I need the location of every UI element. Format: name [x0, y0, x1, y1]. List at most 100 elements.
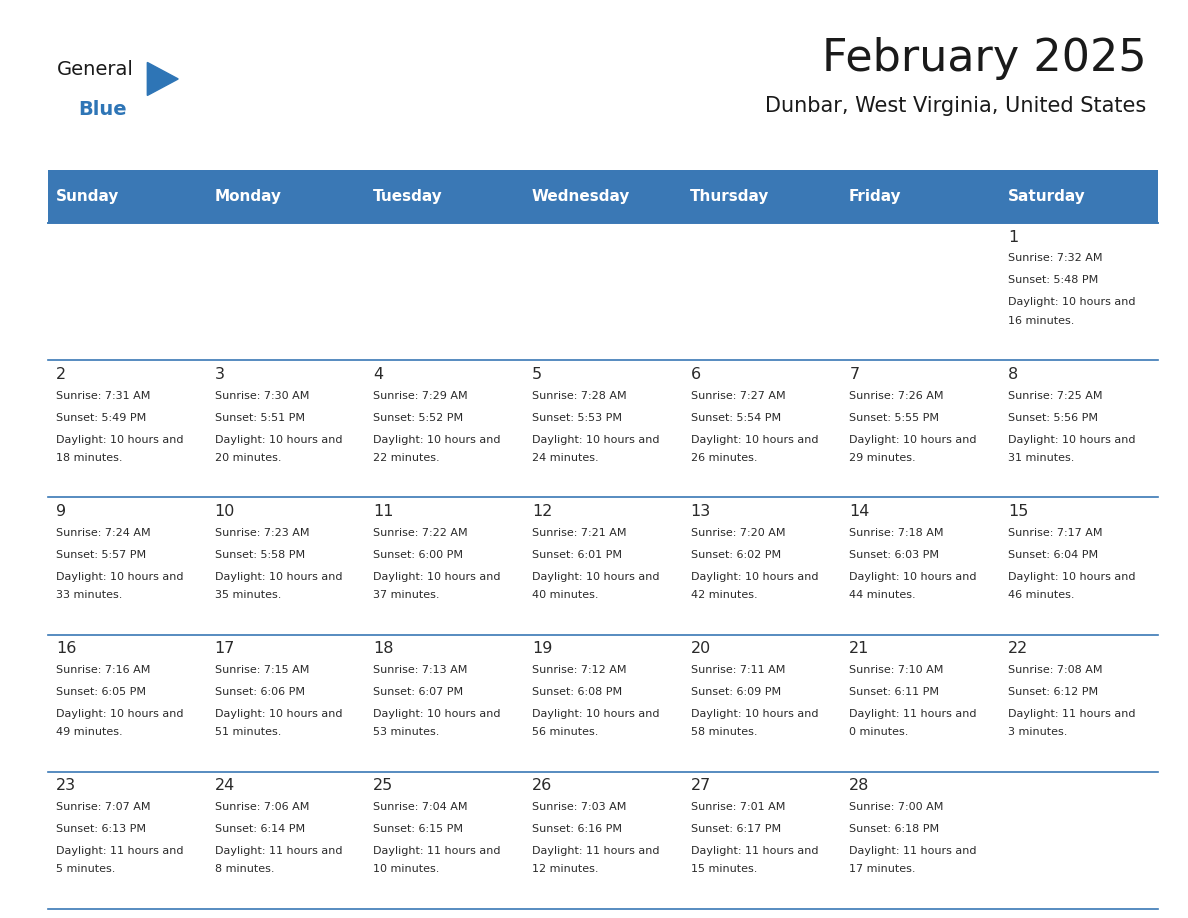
- Text: Friday: Friday: [849, 189, 902, 204]
- Text: Daylight: 10 hours and: Daylight: 10 hours and: [56, 434, 183, 444]
- Text: 16: 16: [56, 641, 76, 656]
- FancyBboxPatch shape: [841, 360, 999, 498]
- Text: Sunset: 5:57 PM: Sunset: 5:57 PM: [56, 550, 146, 560]
- Text: Sunrise: 7:13 AM: Sunrise: 7:13 AM: [373, 665, 468, 675]
- Text: Sunrise: 7:00 AM: Sunrise: 7:00 AM: [849, 802, 943, 812]
- Text: 44 minutes.: 44 minutes.: [849, 590, 916, 600]
- Text: Sunset: 5:53 PM: Sunset: 5:53 PM: [532, 412, 621, 422]
- FancyBboxPatch shape: [841, 772, 999, 909]
- Text: Sunrise: 7:26 AM: Sunrise: 7:26 AM: [849, 390, 943, 400]
- Text: Sunset: 6:06 PM: Sunset: 6:06 PM: [215, 687, 304, 697]
- Text: 13: 13: [690, 504, 710, 519]
- Text: 18: 18: [373, 641, 393, 656]
- FancyBboxPatch shape: [524, 772, 682, 909]
- Text: Sunset: 6:05 PM: Sunset: 6:05 PM: [56, 687, 146, 697]
- Text: Sunset: 6:14 PM: Sunset: 6:14 PM: [215, 824, 304, 834]
- Text: Sunrise: 7:01 AM: Sunrise: 7:01 AM: [690, 802, 785, 812]
- Text: 22 minutes.: 22 minutes.: [373, 453, 440, 463]
- Text: Sunrise: 7:06 AM: Sunrise: 7:06 AM: [215, 802, 309, 812]
- FancyBboxPatch shape: [682, 360, 841, 498]
- Text: Daylight: 10 hours and: Daylight: 10 hours and: [215, 434, 342, 444]
- Text: Sunset: 6:13 PM: Sunset: 6:13 PM: [56, 824, 146, 834]
- FancyBboxPatch shape: [999, 772, 1158, 909]
- Text: Sunset: 5:55 PM: Sunset: 5:55 PM: [849, 412, 940, 422]
- Text: Sunset: 6:16 PM: Sunset: 6:16 PM: [532, 824, 621, 834]
- Text: Sunrise: 7:27 AM: Sunrise: 7:27 AM: [690, 390, 785, 400]
- FancyBboxPatch shape: [365, 498, 524, 634]
- FancyBboxPatch shape: [365, 772, 524, 909]
- FancyBboxPatch shape: [524, 223, 682, 360]
- FancyBboxPatch shape: [48, 634, 207, 772]
- Text: Sunset: 6:07 PM: Sunset: 6:07 PM: [373, 687, 463, 697]
- Text: Sunrise: 7:08 AM: Sunrise: 7:08 AM: [1007, 665, 1102, 675]
- Text: 58 minutes.: 58 minutes.: [690, 727, 757, 737]
- FancyBboxPatch shape: [841, 498, 999, 634]
- Text: 11: 11: [373, 504, 393, 519]
- FancyBboxPatch shape: [682, 223, 841, 360]
- Text: Sunrise: 7:31 AM: Sunrise: 7:31 AM: [56, 390, 150, 400]
- FancyBboxPatch shape: [524, 634, 682, 772]
- Text: Daylight: 10 hours and: Daylight: 10 hours and: [56, 709, 183, 719]
- Text: Sunrise: 7:16 AM: Sunrise: 7:16 AM: [56, 665, 150, 675]
- Text: 15: 15: [1007, 504, 1029, 519]
- FancyBboxPatch shape: [365, 223, 524, 360]
- Text: Sunrise: 7:21 AM: Sunrise: 7:21 AM: [532, 528, 626, 538]
- FancyBboxPatch shape: [841, 223, 999, 360]
- Text: Daylight: 10 hours and: Daylight: 10 hours and: [56, 572, 183, 582]
- Text: February 2025: February 2025: [822, 37, 1146, 80]
- Text: Sunset: 6:02 PM: Sunset: 6:02 PM: [690, 550, 781, 560]
- Text: Daylight: 10 hours and: Daylight: 10 hours and: [690, 709, 819, 719]
- Text: Sunset: 6:09 PM: Sunset: 6:09 PM: [690, 687, 781, 697]
- Text: 26: 26: [532, 778, 552, 793]
- Text: 28: 28: [849, 778, 870, 793]
- Text: Daylight: 11 hours and: Daylight: 11 hours and: [849, 846, 977, 856]
- Text: Sunset: 5:49 PM: Sunset: 5:49 PM: [56, 412, 146, 422]
- Text: 5 minutes.: 5 minutes.: [56, 865, 115, 874]
- Text: 29 minutes.: 29 minutes.: [849, 453, 916, 463]
- Text: 12: 12: [532, 504, 552, 519]
- Text: Blue: Blue: [78, 100, 127, 119]
- Text: Sunset: 6:04 PM: Sunset: 6:04 PM: [1007, 550, 1098, 560]
- FancyBboxPatch shape: [524, 498, 682, 634]
- Text: 40 minutes.: 40 minutes.: [532, 590, 599, 600]
- FancyBboxPatch shape: [524, 360, 682, 498]
- Text: Sunset: 6:17 PM: Sunset: 6:17 PM: [690, 824, 781, 834]
- Text: 18 minutes.: 18 minutes.: [56, 453, 122, 463]
- Text: 12 minutes.: 12 minutes.: [532, 865, 599, 874]
- Text: Sunrise: 7:15 AM: Sunrise: 7:15 AM: [215, 665, 309, 675]
- Text: Sunrise: 7:18 AM: Sunrise: 7:18 AM: [849, 528, 943, 538]
- Text: Daylight: 10 hours and: Daylight: 10 hours and: [373, 709, 500, 719]
- Text: 8: 8: [1007, 366, 1018, 382]
- Text: Daylight: 11 hours and: Daylight: 11 hours and: [532, 846, 659, 856]
- Text: 53 minutes.: 53 minutes.: [373, 727, 440, 737]
- Text: Sunrise: 7:28 AM: Sunrise: 7:28 AM: [532, 390, 626, 400]
- Text: 49 minutes.: 49 minutes.: [56, 727, 122, 737]
- Text: Sunset: 5:54 PM: Sunset: 5:54 PM: [690, 412, 781, 422]
- Text: Daylight: 10 hours and: Daylight: 10 hours and: [849, 434, 977, 444]
- Text: Saturday: Saturday: [1007, 189, 1086, 204]
- Text: Sunrise: 7:07 AM: Sunrise: 7:07 AM: [56, 802, 151, 812]
- FancyBboxPatch shape: [207, 772, 365, 909]
- Text: 10 minutes.: 10 minutes.: [373, 865, 440, 874]
- FancyBboxPatch shape: [207, 360, 365, 498]
- FancyBboxPatch shape: [999, 498, 1158, 634]
- Text: Sunset: 6:18 PM: Sunset: 6:18 PM: [849, 824, 940, 834]
- Text: Daylight: 10 hours and: Daylight: 10 hours and: [1007, 434, 1136, 444]
- Text: Sunset: 6:00 PM: Sunset: 6:00 PM: [373, 550, 463, 560]
- Text: Sunset: 5:51 PM: Sunset: 5:51 PM: [215, 412, 304, 422]
- Text: Daylight: 11 hours and: Daylight: 11 hours and: [849, 709, 977, 719]
- Text: Sunrise: 7:24 AM: Sunrise: 7:24 AM: [56, 528, 151, 538]
- Text: Sunset: 5:48 PM: Sunset: 5:48 PM: [1007, 275, 1098, 285]
- Text: Sunday: Sunday: [56, 189, 119, 204]
- Text: 8 minutes.: 8 minutes.: [215, 865, 274, 874]
- Text: 14: 14: [849, 504, 870, 519]
- Text: Dunbar, West Virginia, United States: Dunbar, West Virginia, United States: [765, 96, 1146, 117]
- Text: Sunset: 6:01 PM: Sunset: 6:01 PM: [532, 550, 621, 560]
- Text: 20: 20: [690, 641, 710, 656]
- Text: Sunset: 5:56 PM: Sunset: 5:56 PM: [1007, 412, 1098, 422]
- Text: 3: 3: [215, 366, 225, 382]
- Text: Monday: Monday: [214, 189, 282, 204]
- FancyBboxPatch shape: [999, 223, 1158, 360]
- Text: 1: 1: [1007, 230, 1018, 244]
- Text: 24 minutes.: 24 minutes.: [532, 453, 599, 463]
